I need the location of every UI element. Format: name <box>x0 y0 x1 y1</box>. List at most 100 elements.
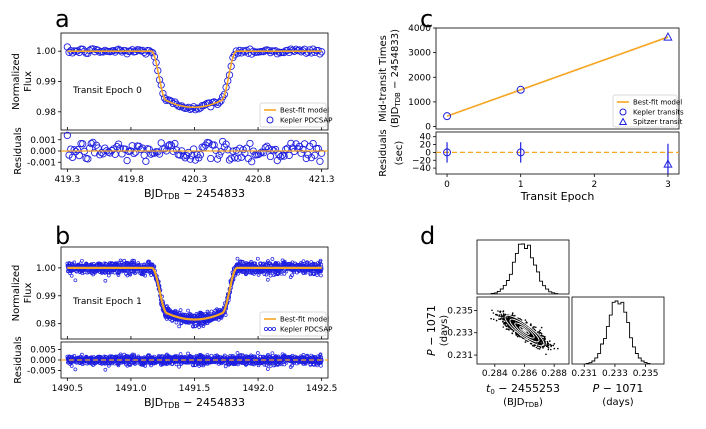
joint-sample-point <box>497 310 499 312</box>
c-legend-spitzer-label: Spitzer transit <box>633 118 683 126</box>
x-tick-label: 1491.5 <box>179 384 211 394</box>
joint-sample-point <box>524 319 527 321</box>
joint-sample-point <box>510 327 512 330</box>
joint-sample-point <box>547 342 550 345</box>
residual-point <box>128 142 136 150</box>
residual-point <box>266 152 275 161</box>
joint-sample-point <box>541 335 544 337</box>
spitzer-residual-point <box>663 159 673 168</box>
c-x-tick-label: 0 <box>444 180 450 190</box>
joint-sample-point <box>541 341 543 343</box>
residual-point <box>230 154 239 162</box>
residual-point <box>270 351 275 356</box>
joint-sample-point <box>506 318 509 320</box>
t0-histogram-frame <box>476 239 570 295</box>
residual-point <box>113 142 121 151</box>
joint-sample-point <box>533 341 536 344</box>
joint-sample-point <box>519 317 521 320</box>
joint-sample-point <box>543 345 545 348</box>
residual-points-a <box>63 131 326 166</box>
residual-point <box>268 146 276 154</box>
t0-tick-label: 0.288 <box>541 369 567 379</box>
x-tick-label: 1492.5 <box>306 384 338 394</box>
flux-point <box>103 278 108 283</box>
flux-point <box>266 49 275 57</box>
c-y-tick-label: 4000 <box>408 24 431 34</box>
flux-point <box>65 48 73 56</box>
residual-point <box>294 144 302 153</box>
joint-sample-point <box>549 343 551 346</box>
best-fit-model-line-a <box>67 50 322 109</box>
residual-point <box>265 145 273 153</box>
flux-point <box>177 324 181 329</box>
c-best-fit-line <box>446 36 669 117</box>
residual-point <box>222 353 227 358</box>
residual-point <box>282 362 287 367</box>
residual-point <box>75 151 83 160</box>
flux-point <box>303 270 308 275</box>
flux-y-tick-label: 0.99 <box>36 292 56 302</box>
joint-sample-point <box>540 332 543 335</box>
flux-point <box>282 272 287 276</box>
joint-sample-point <box>553 347 556 350</box>
residual-point <box>287 139 295 148</box>
residual-point <box>239 145 247 154</box>
c-res-tick-label: −40 <box>412 164 431 174</box>
x-tick-label: 419.3 <box>54 175 80 185</box>
legend-data-swatch-b <box>263 326 268 331</box>
joint-sample-point <box>534 344 537 347</box>
residual-point <box>210 141 218 149</box>
t0-tick-label: 0.286 <box>512 369 538 379</box>
flux-point <box>207 103 215 111</box>
joint-sample-point <box>547 347 550 349</box>
residual-point <box>115 354 119 359</box>
kepler-residual-point <box>516 148 525 157</box>
panel-d: 0.284 0.286 0.2880.2310.2310.2330.2330.235… <box>425 239 665 409</box>
p-axis-label: P − 1071 <box>593 382 644 395</box>
c-y-label-line1: Mid-transit Times <box>378 35 389 122</box>
joint-sample-point <box>530 335 532 338</box>
joint-sample-point <box>525 339 527 342</box>
flux-point <box>205 309 210 314</box>
joint-sample-point <box>502 313 505 316</box>
flux-point <box>150 262 155 267</box>
joint-sample-point <box>514 320 516 323</box>
flux-point <box>219 316 224 320</box>
joint-sample-point <box>511 332 513 335</box>
joint-sample-point <box>528 334 531 337</box>
flux-point <box>268 273 273 278</box>
joint-sample-point <box>511 328 513 331</box>
joint-sample-point <box>533 326 535 328</box>
joint-sample-point <box>535 337 537 340</box>
residual-point <box>157 139 165 147</box>
flux-y-tick-label: 1.00 <box>36 47 56 57</box>
residual-point <box>189 145 198 153</box>
residual-point <box>63 131 72 140</box>
joint-sample-point <box>498 314 501 317</box>
residual-point <box>302 154 310 163</box>
residual-point <box>186 155 194 163</box>
x-tick-label: 421.3 <box>309 175 335 185</box>
residual-point <box>149 363 153 368</box>
residual-point <box>164 142 172 150</box>
joint-sample-point <box>498 318 500 320</box>
transit-epoch-annotation-b: Transit Epoch 1 <box>72 297 142 307</box>
joint-sample-point <box>537 339 539 341</box>
residual-point <box>273 156 281 165</box>
flux-point <box>266 259 270 263</box>
joint-sample-point <box>516 324 518 327</box>
joint-sample-point <box>495 313 498 316</box>
residual-point <box>282 145 290 154</box>
joint-sample-point <box>553 343 556 345</box>
residual-point <box>106 363 111 368</box>
x-tick-label: 420.8 <box>245 175 271 185</box>
x-tick-label: 1490.5 <box>52 384 84 394</box>
p-y-tick-label: 0.231 <box>447 351 473 361</box>
p-histogram <box>585 300 651 364</box>
residual-point <box>319 363 323 368</box>
c-x-tick-label: 3 <box>665 180 671 190</box>
flux-point <box>186 308 190 313</box>
flux-y-label-line1-a: Normalized <box>11 53 22 110</box>
residual-y-tick-label: 0.005 <box>30 345 56 355</box>
residual-point <box>301 353 306 357</box>
